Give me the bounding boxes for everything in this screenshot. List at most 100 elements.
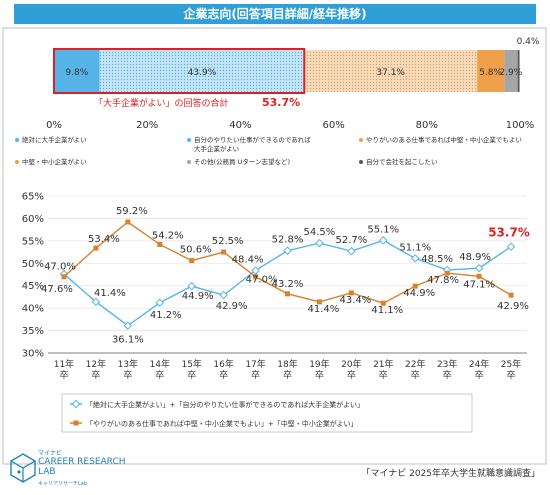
x-tick-9-suffix: 卒 bbox=[347, 369, 356, 381]
stack-segment-2 bbox=[99, 50, 305, 92]
stack-value-2: 43.9% bbox=[188, 68, 217, 78]
series-1-point-14 bbox=[506, 242, 516, 251]
page-title: 企業志向(回答項目詳細/経年推移) bbox=[14, 4, 536, 24]
x-tick-7-suffix: 卒 bbox=[283, 369, 292, 381]
logo-brand-sub: キャリアリサーチLab bbox=[38, 481, 88, 487]
series-1-label-9: 52.7% bbox=[335, 235, 367, 246]
stack-axis-tick-0: 0% bbox=[46, 120, 62, 131]
series-2-point-6 bbox=[253, 274, 259, 280]
x-tick-8: 19年 bbox=[309, 358, 329, 370]
y-tick-0: 30% bbox=[22, 349, 44, 360]
series-2-point-3 bbox=[157, 241, 163, 247]
stack-axis-tick-1: 20% bbox=[136, 120, 158, 131]
source-note: 「マイナビ 2025年卒大学生就職意識調査」 bbox=[361, 469, 540, 479]
x-tick-14: 25年 bbox=[501, 358, 521, 370]
series-1-point-4 bbox=[187, 281, 196, 291]
y-tick-6: 60% bbox=[22, 214, 44, 225]
x-tick-7: 18年 bbox=[277, 358, 297, 370]
series-2-label-13: 47.1% bbox=[463, 279, 495, 290]
series-1-label-11: 51.1% bbox=[399, 242, 431, 253]
series-1-point-9 bbox=[347, 246, 356, 256]
stack-axis-tick-2: 40% bbox=[229, 120, 251, 131]
series-2-point-5 bbox=[221, 249, 227, 255]
legend-marker-4 bbox=[15, 160, 19, 164]
x-tick-10-suffix: 卒 bbox=[379, 369, 388, 381]
legend-item-6: 自分で会社を起こしたい bbox=[366, 157, 438, 166]
series-2-point-1 bbox=[93, 245, 99, 251]
large-company-highlight-box bbox=[53, 48, 306, 94]
highlight-total: 53.7% bbox=[262, 96, 300, 109]
y-tick-7: 65% bbox=[22, 192, 44, 203]
legend-item-5: その他(公務員 Uターン志望など) bbox=[194, 157, 290, 166]
series-2-point-10 bbox=[380, 300, 386, 306]
series-1-point-2 bbox=[123, 321, 133, 330]
series-1-label-12: 48.5% bbox=[421, 254, 453, 265]
series-legend-marker-1 bbox=[71, 399, 81, 409]
legend-marker-6 bbox=[359, 160, 363, 164]
series-1-point-7 bbox=[283, 246, 292, 255]
series-2-point-14 bbox=[508, 292, 514, 298]
y-tick-2: 40% bbox=[22, 304, 44, 315]
series-1-label-8: 54.5% bbox=[304, 227, 336, 238]
stack-segment-1 bbox=[54, 50, 100, 92]
series-legend-label-2: 「やりがいのある仕事であれば中堅・中小企業でもよい」+「中堅・中小企業がよい」 bbox=[86, 419, 357, 428]
x-tick-9: 20年 bbox=[341, 358, 361, 370]
x-tick-12: 23年 bbox=[437, 358, 457, 370]
series-2-point-2 bbox=[125, 219, 131, 225]
x-tick-11-suffix: 卒 bbox=[411, 369, 420, 381]
line-chart-series bbox=[59, 219, 516, 330]
x-tick-6: 17年 bbox=[245, 358, 265, 370]
stack-value-4: 5.8% bbox=[479, 68, 502, 78]
legend-marker-5 bbox=[187, 160, 191, 164]
series-2-point-9 bbox=[348, 290, 354, 296]
series-2-label-7: 43.2% bbox=[272, 279, 304, 290]
x-tick-10: 21年 bbox=[373, 358, 393, 370]
series-1-label-10: 55.1% bbox=[367, 224, 399, 235]
series-1-label-6: 48.4% bbox=[232, 254, 264, 265]
stack-value-1: 9.8% bbox=[65, 68, 88, 78]
legend-marker-3 bbox=[359, 138, 363, 142]
series-2-label-12: 47.8% bbox=[427, 275, 459, 286]
series-1-point-5 bbox=[219, 290, 228, 300]
y-tick-3: 45% bbox=[22, 281, 44, 292]
series-2-point-7 bbox=[285, 291, 290, 297]
x-tick-6-suffix: 卒 bbox=[251, 369, 260, 381]
series-2-label-3: 54.2% bbox=[152, 230, 184, 241]
series-1-label-1: 41.4% bbox=[94, 288, 126, 299]
series-1-label-5: 42.9% bbox=[216, 301, 248, 312]
y-tick-4: 50% bbox=[22, 259, 44, 270]
x-tick-13-suffix: 卒 bbox=[475, 369, 484, 381]
series-2-label-0: 47.0% bbox=[44, 262, 76, 273]
series-1-label-0: 47.6% bbox=[41, 284, 73, 295]
series-1-point-6 bbox=[251, 266, 260, 275]
stack-segment-6 bbox=[517, 50, 520, 92]
career-research-lab-logo bbox=[8, 446, 138, 492]
stack-value-3: 37.1% bbox=[376, 68, 405, 78]
x-tick-1-suffix: 卒 bbox=[91, 369, 100, 381]
series-legend-marker-2 bbox=[73, 420, 79, 426]
stack-axis-tick-4: 80% bbox=[416, 120, 438, 131]
x-tick-14-suffix: 卒 bbox=[507, 369, 516, 381]
stacked-bar: 9.8% 43.9% 37.1% 5.8%2.9% 0.4% bbox=[54, 37, 540, 92]
stack-segment-5 bbox=[504, 50, 518, 92]
line-chart-labels: 47.6% 41.4%36.1%41.2%44.9%42.9%48.4%52.8%… bbox=[41, 206, 530, 346]
stack-axis-tick-3: 60% bbox=[322, 120, 344, 131]
logo-brand-small: マイナビ bbox=[38, 450, 62, 457]
logo-brand-line-2: LAB bbox=[38, 467, 56, 477]
stack-axis-tick-5: 100% bbox=[506, 120, 535, 131]
legend-item-4: 中堅・中小企業がよい bbox=[22, 157, 87, 166]
series-2-point-11 bbox=[412, 283, 418, 289]
series-2-label-5: 52.5% bbox=[212, 236, 244, 247]
series-2-label-2: 59.2% bbox=[116, 206, 148, 217]
series-2-label-1: 53.4% bbox=[88, 234, 120, 245]
series-2-label-9: 43.4% bbox=[339, 295, 371, 306]
line-chart-x-axis: 11年卒12年卒13年卒14年卒15年卒16年卒17年卒18年卒19年卒20年卒… bbox=[54, 358, 522, 381]
line-chart-grid: 30% 35% 40% 45% 50% 55% 60% 65% bbox=[22, 192, 527, 360]
series-1-label-4: 44.9% bbox=[182, 291, 214, 302]
series-1-point-8 bbox=[315, 238, 324, 248]
x-tick-2-suffix: 卒 bbox=[123, 369, 132, 381]
series-2-point-0 bbox=[61, 274, 67, 280]
x-tick-4: 15年 bbox=[181, 358, 201, 370]
logo-brand-line-1: CAREER RESEARCH bbox=[38, 457, 126, 467]
series-2-point-12 bbox=[444, 270, 450, 276]
